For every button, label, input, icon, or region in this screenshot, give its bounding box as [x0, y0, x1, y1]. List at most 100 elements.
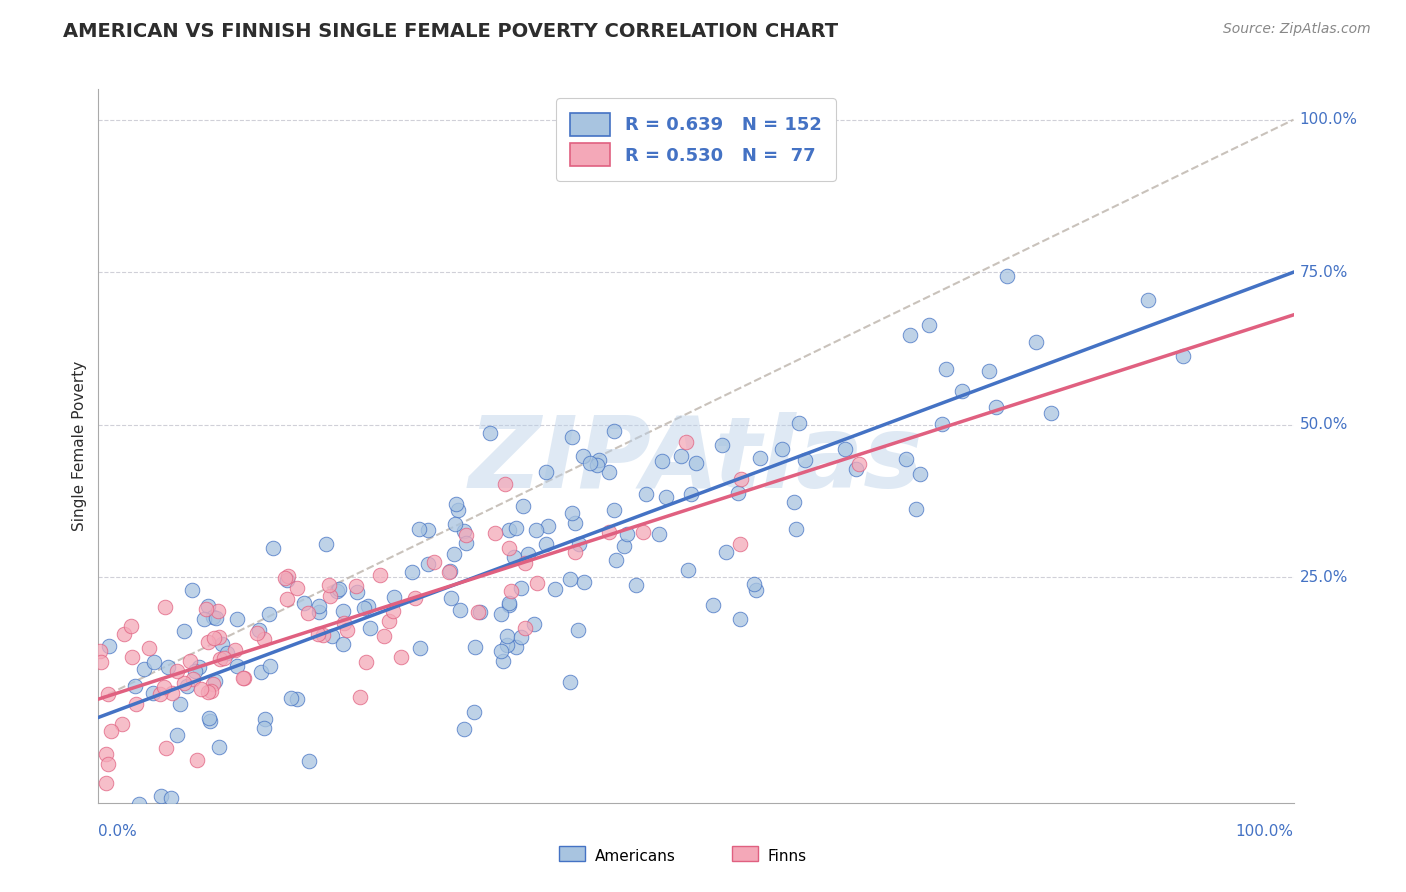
Point	[498, 523, 520, 537]
Point	[785, 523, 807, 537]
Point	[112, 627, 135, 641]
Point	[173, 624, 195, 639]
Point	[439, 591, 461, 605]
Point	[727, 485, 749, 500]
Point	[572, 449, 595, 463]
Point	[382, 603, 405, 617]
Point	[208, 740, 231, 755]
Text: 50.0%: 50.0%	[1299, 417, 1348, 432]
Point	[986, 401, 1008, 415]
Point	[153, 599, 176, 614]
Point	[262, 541, 284, 556]
Point	[247, 623, 270, 637]
Point	[702, 598, 724, 612]
Point	[418, 557, 440, 571]
Point	[494, 476, 516, 491]
Point	[685, 456, 707, 470]
Point	[285, 691, 308, 706]
Point	[124, 679, 146, 693]
Point	[357, 599, 380, 613]
Point	[558, 675, 581, 690]
Point	[603, 425, 626, 439]
Point	[728, 537, 751, 551]
Point	[491, 644, 513, 658]
Point	[378, 614, 401, 628]
Point	[155, 740, 177, 755]
Y-axis label: Single Female Poverty: Single Female Poverty	[72, 361, 87, 531]
Point	[169, 697, 191, 711]
Point	[274, 571, 297, 585]
Point	[257, 607, 280, 621]
Point	[498, 598, 520, 612]
Point	[498, 541, 520, 555]
Point	[631, 525, 654, 540]
Point	[522, 616, 544, 631]
Point	[212, 650, 235, 665]
Point	[298, 754, 321, 768]
Point	[354, 655, 377, 669]
Point	[675, 435, 697, 450]
Point	[561, 506, 583, 520]
Point	[253, 712, 276, 726]
Point	[276, 574, 298, 588]
Point	[543, 582, 565, 596]
Point	[910, 467, 932, 481]
Point	[252, 721, 274, 735]
Point	[505, 640, 527, 654]
Point	[166, 664, 188, 678]
Point	[197, 599, 219, 614]
Point	[197, 685, 219, 699]
Point	[149, 687, 172, 701]
Point	[634, 487, 657, 501]
FancyBboxPatch shape	[558, 846, 585, 862]
Point	[124, 697, 146, 711]
Point	[233, 671, 256, 685]
Point	[845, 461, 868, 475]
Point	[730, 472, 752, 486]
Point	[333, 615, 356, 630]
Point	[408, 523, 430, 537]
Point	[588, 453, 610, 467]
Point	[181, 673, 204, 687]
Point	[505, 520, 527, 534]
Point	[1040, 406, 1063, 420]
Point	[624, 577, 647, 591]
Point	[190, 681, 212, 696]
Text: 25.0%: 25.0%	[1299, 570, 1348, 584]
Point	[344, 578, 367, 592]
Point	[391, 650, 413, 665]
Point	[208, 630, 231, 644]
Point	[453, 722, 475, 736]
Point	[467, 606, 489, 620]
Point	[502, 549, 524, 564]
Point	[526, 576, 548, 591]
Point	[217, 646, 239, 660]
Point	[783, 494, 806, 508]
Point	[770, 442, 793, 456]
Point	[207, 604, 229, 618]
Point	[439, 565, 461, 579]
Point	[714, 545, 737, 559]
Text: Finns: Finns	[768, 849, 807, 864]
Point	[318, 578, 340, 592]
Text: 100.0%: 100.0%	[1236, 824, 1294, 839]
Point	[516, 547, 538, 561]
Point	[201, 677, 224, 691]
Point	[728, 611, 751, 625]
Point	[232, 671, 254, 685]
Text: 75.0%: 75.0%	[1299, 265, 1348, 280]
Point	[373, 629, 395, 643]
Point	[561, 430, 583, 444]
FancyBboxPatch shape	[733, 846, 758, 862]
Point	[276, 592, 298, 607]
Text: 100.0%: 100.0%	[1299, 112, 1358, 128]
Point	[484, 526, 506, 541]
Point	[277, 568, 299, 582]
Point	[328, 582, 350, 597]
Point	[368, 568, 391, 582]
Point	[564, 516, 586, 530]
Point	[454, 536, 477, 550]
Text: Americans: Americans	[595, 849, 675, 864]
Point	[157, 659, 180, 673]
Point	[97, 687, 120, 701]
